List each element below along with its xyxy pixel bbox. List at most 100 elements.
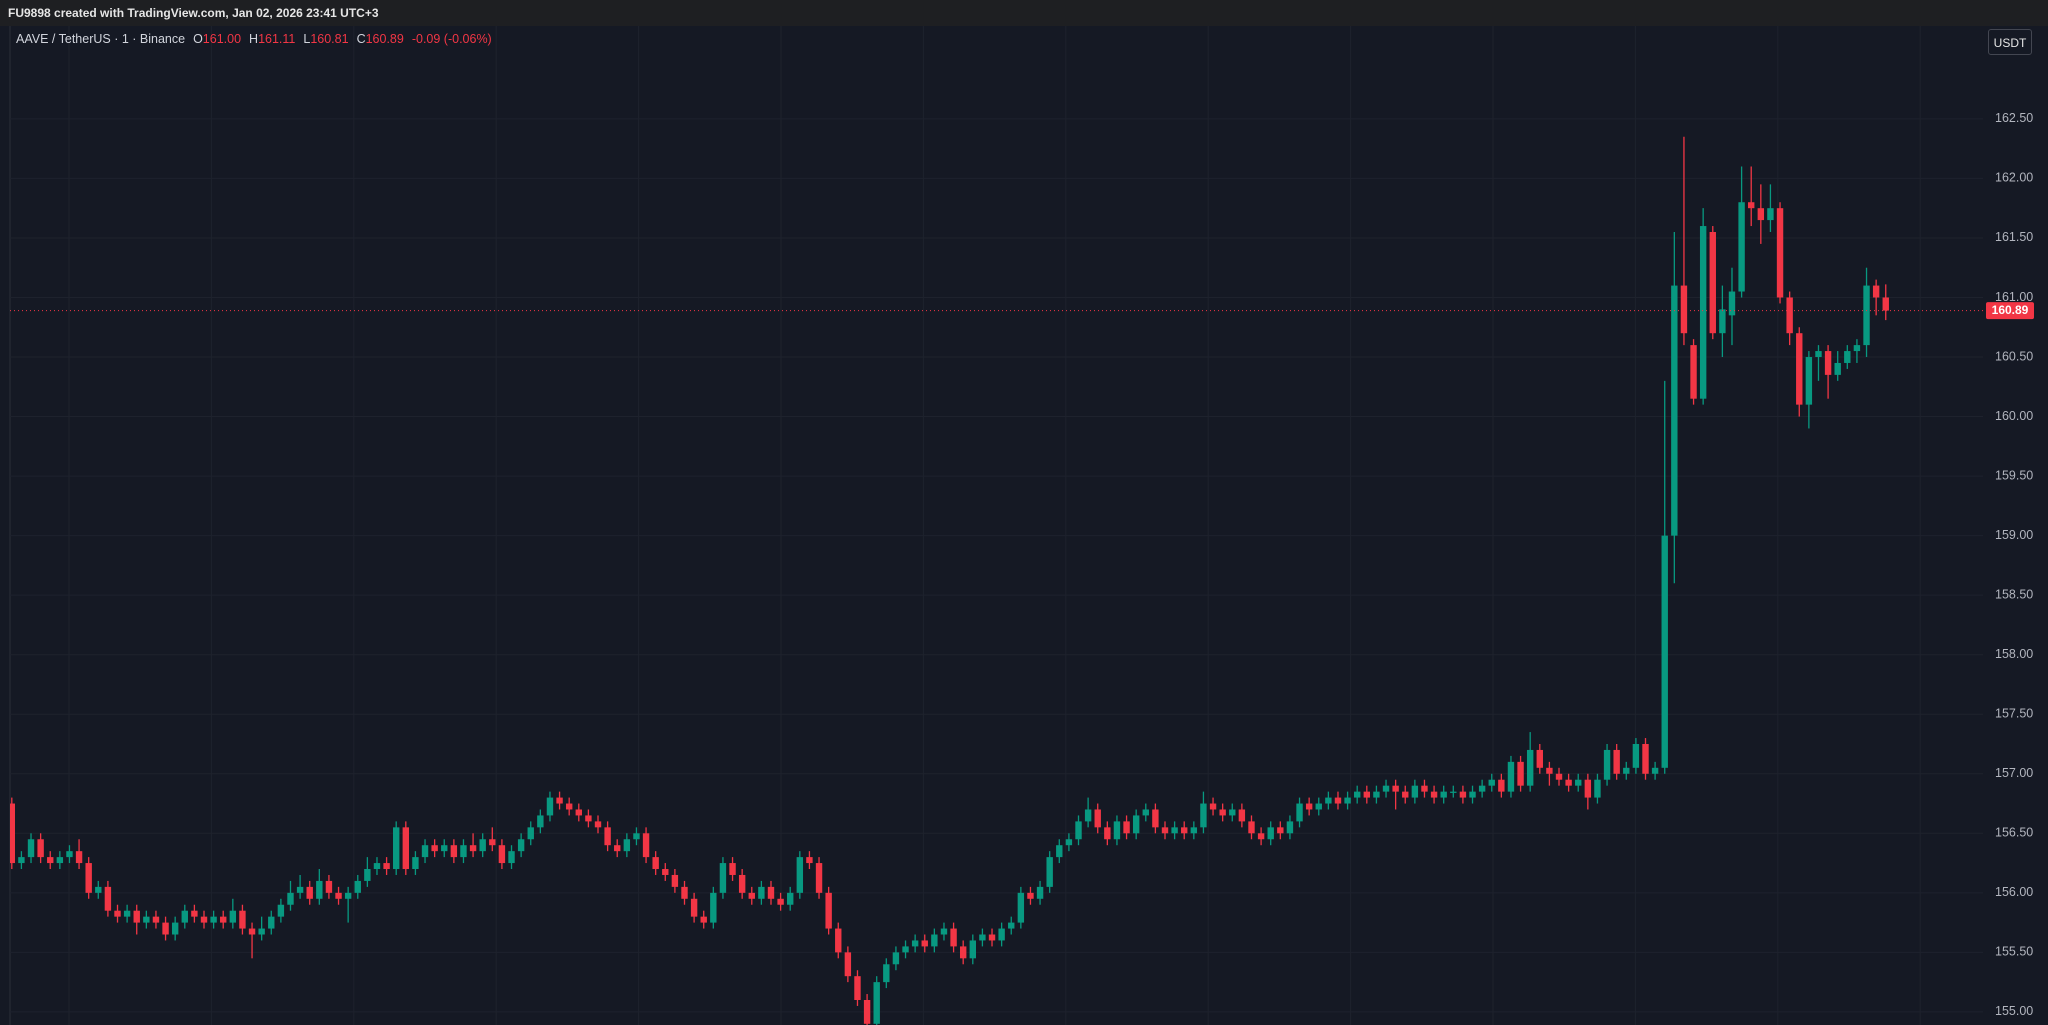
candle-body <box>1161 827 1169 834</box>
candle-body <box>892 952 900 965</box>
y-tick-label: 158.50 <box>1995 587 2033 601</box>
y-tick-label: 161.00 <box>1995 290 2033 304</box>
candle-body <box>1104 827 1111 840</box>
ohlc-key: H <box>249 32 259 46</box>
currency-button[interactable]: USDT <box>1988 29 2032 55</box>
candle-body <box>614 845 621 852</box>
candle-body <box>537 815 544 828</box>
candle-body <box>1536 749 1543 768</box>
ohlc-value: 161.00 <box>202 32 242 46</box>
candle-body <box>1277 827 1284 834</box>
candle-body <box>527 827 534 840</box>
candle-body <box>1392 785 1399 792</box>
candle-body <box>1853 345 1861 352</box>
candle-body <box>1824 351 1832 375</box>
candle-body <box>1815 351 1822 358</box>
candle-body <box>114 910 121 917</box>
candle-body <box>758 886 765 899</box>
candle-body <box>95 886 102 893</box>
candle-body <box>171 922 179 935</box>
candle-body <box>835 928 842 953</box>
candle-body <box>1181 827 1188 834</box>
candle-body <box>950 928 957 947</box>
candle-body <box>671 874 679 887</box>
candle-body <box>815 863 823 893</box>
candle-body <box>1363 791 1371 798</box>
candle-body <box>585 815 592 822</box>
candle-body <box>1248 821 1255 834</box>
y-tick-label: 161.50 <box>1995 230 2033 244</box>
candle-body <box>479 839 486 852</box>
candle-body <box>748 892 755 899</box>
candle-body <box>979 934 986 941</box>
candle-body <box>335 892 342 899</box>
candle-body <box>1786 297 1793 334</box>
candle-body <box>1834 362 1841 375</box>
candle-body <box>287 892 294 905</box>
vertical-grid <box>68 26 1921 1025</box>
candle-body <box>441 845 448 852</box>
candle-body <box>1305 803 1313 810</box>
y-tick-label: 162.00 <box>1995 171 2033 185</box>
last-price-box <box>1986 302 2034 320</box>
candle-body <box>546 797 554 816</box>
candle-body <box>652 857 659 870</box>
candle-body <box>1623 767 1630 774</box>
candle-body <box>1498 779 1505 792</box>
candle-body <box>931 934 938 947</box>
candle-body <box>1430 791 1438 798</box>
candle-body <box>104 886 112 911</box>
candle-body <box>796 857 804 893</box>
candle-body <box>1315 803 1322 810</box>
candle-body <box>229 910 237 923</box>
y-tick-label: 159.00 <box>1995 528 2033 542</box>
candle-body <box>1872 285 1880 298</box>
y-tick-label: 159.50 <box>1995 468 2033 482</box>
candle-body <box>1344 797 1351 804</box>
candle-body <box>1565 779 1572 786</box>
candle-body <box>565 803 573 810</box>
candle-body <box>1546 767 1553 774</box>
candle-body <box>556 797 563 804</box>
candle-body <box>191 910 198 917</box>
last-price-label: 160.89 <box>1992 303 2029 317</box>
candle-body <box>364 869 371 881</box>
candle-body <box>1594 779 1601 798</box>
candle-body <box>681 886 688 899</box>
candle-body <box>66 851 73 858</box>
candle-body <box>1517 761 1524 786</box>
candle-body <box>152 916 160 923</box>
y-tick-label: 158.00 <box>1995 647 2033 661</box>
candle-body <box>412 857 419 870</box>
candle-body <box>239 910 246 929</box>
candle-body <box>806 857 813 864</box>
candle-body <box>1056 845 1063 858</box>
candle-body <box>1863 285 1870 346</box>
candle-body <box>1651 767 1659 774</box>
candle-body <box>642 833 650 858</box>
candle-body <box>517 839 525 852</box>
candle-body <box>662 869 669 875</box>
candle-body <box>1450 791 1457 793</box>
candle-body <box>1238 809 1246 822</box>
candle-body <box>47 857 54 864</box>
candle-body <box>258 928 265 935</box>
candles <box>10 136 1983 1025</box>
candle-body <box>1613 749 1620 774</box>
candle-body <box>1661 535 1668 768</box>
candle-body <box>1373 791 1380 798</box>
ohlc-key: L <box>303 32 311 46</box>
candle-body <box>37 839 44 858</box>
candle-body <box>633 833 640 840</box>
candle-body <box>710 892 717 923</box>
candle-body <box>1190 827 1198 834</box>
candle-body <box>1440 791 1447 798</box>
candle-body <box>1575 779 1582 786</box>
candle-body <box>1719 309 1726 334</box>
candle-body <box>863 999 871 1024</box>
top-bar: FU9898 created with TradingView.com, Jan… <box>0 0 2048 26</box>
candle-body <box>1132 815 1140 834</box>
ohlc-key: C <box>356 32 366 46</box>
ohlc-key: O <box>193 32 203 46</box>
